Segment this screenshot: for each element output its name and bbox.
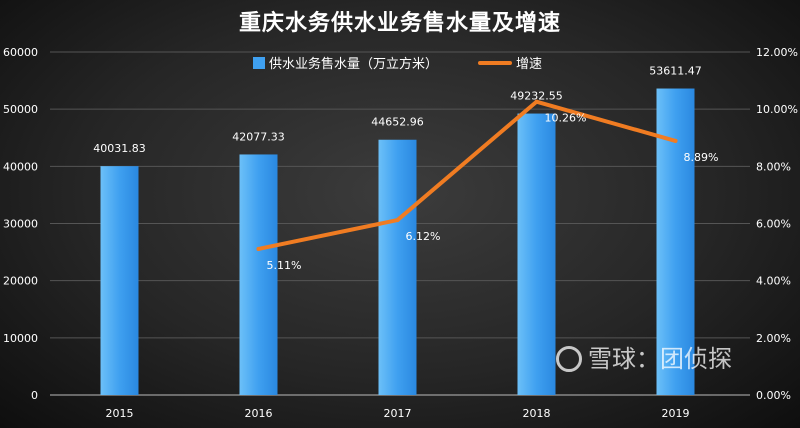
bar-data-label: 53611.47 xyxy=(649,65,702,78)
y-tick-label: 0 xyxy=(31,389,38,402)
growth-point xyxy=(534,99,539,104)
legend-bar-label: 供水业务售水量（万立方米） xyxy=(269,57,439,72)
y2-tick-label: 6.00% xyxy=(756,218,791,231)
x-tick-label: 2017 xyxy=(384,407,412,420)
growth-point xyxy=(256,246,261,251)
line-data-label: 5.11% xyxy=(267,259,302,272)
y2-tick-label: 2.00% xyxy=(756,332,791,345)
line-data-label: 6.12% xyxy=(406,230,441,243)
line-data-label: 8.89% xyxy=(684,151,719,164)
watermark-text: 雪球：团侦探 xyxy=(588,345,732,373)
bar xyxy=(239,154,278,395)
bar xyxy=(517,113,556,395)
y2-tick-label: 8.00% xyxy=(756,160,791,173)
x-tick-label: 2018 xyxy=(523,407,551,420)
bar-data-label: 40031.83 xyxy=(93,142,146,155)
growth-point xyxy=(673,138,678,143)
bar-data-label: 42077.33 xyxy=(232,130,285,143)
y-tick-label: 20000 xyxy=(3,275,38,288)
bar-data-label: 49232.55 xyxy=(510,90,563,103)
y-tick-label: 40000 xyxy=(3,160,38,173)
x-tick-label: 2019 xyxy=(662,407,690,420)
snowball-logo-icon xyxy=(556,346,582,372)
y-tick-label: 60000 xyxy=(3,46,38,59)
line-data-label: 10.26% xyxy=(545,112,587,125)
y2-tick-label: 12.00% xyxy=(756,46,798,59)
x-tick-label: 2016 xyxy=(245,407,273,420)
growth-line xyxy=(256,99,678,251)
y-tick-label: 30000 xyxy=(3,218,38,231)
legend-bar-swatch xyxy=(253,56,265,69)
y-tick-label: 50000 xyxy=(3,103,38,116)
y2-tick-label: 10.00% xyxy=(756,103,798,116)
growth-point xyxy=(395,218,400,223)
x-tick-label: 2015 xyxy=(106,407,134,420)
watermark: 雪球：团侦探 xyxy=(556,345,732,373)
bar xyxy=(100,166,139,395)
legend-line-label: 增速 xyxy=(516,57,543,72)
legend-line-swatch xyxy=(478,60,513,65)
legend: 供水业务售水量（万立方米） 增速 xyxy=(253,53,542,72)
y2-tick-label: 4.00% xyxy=(756,275,791,288)
y2-tick-label: 0.00% xyxy=(756,389,791,402)
y-tick-label: 10000 xyxy=(3,332,38,345)
chart-title: 重庆水务供水业务售水量及增速 xyxy=(238,11,561,36)
bar-data-label: 44652.96 xyxy=(371,116,424,129)
bar xyxy=(378,139,417,395)
